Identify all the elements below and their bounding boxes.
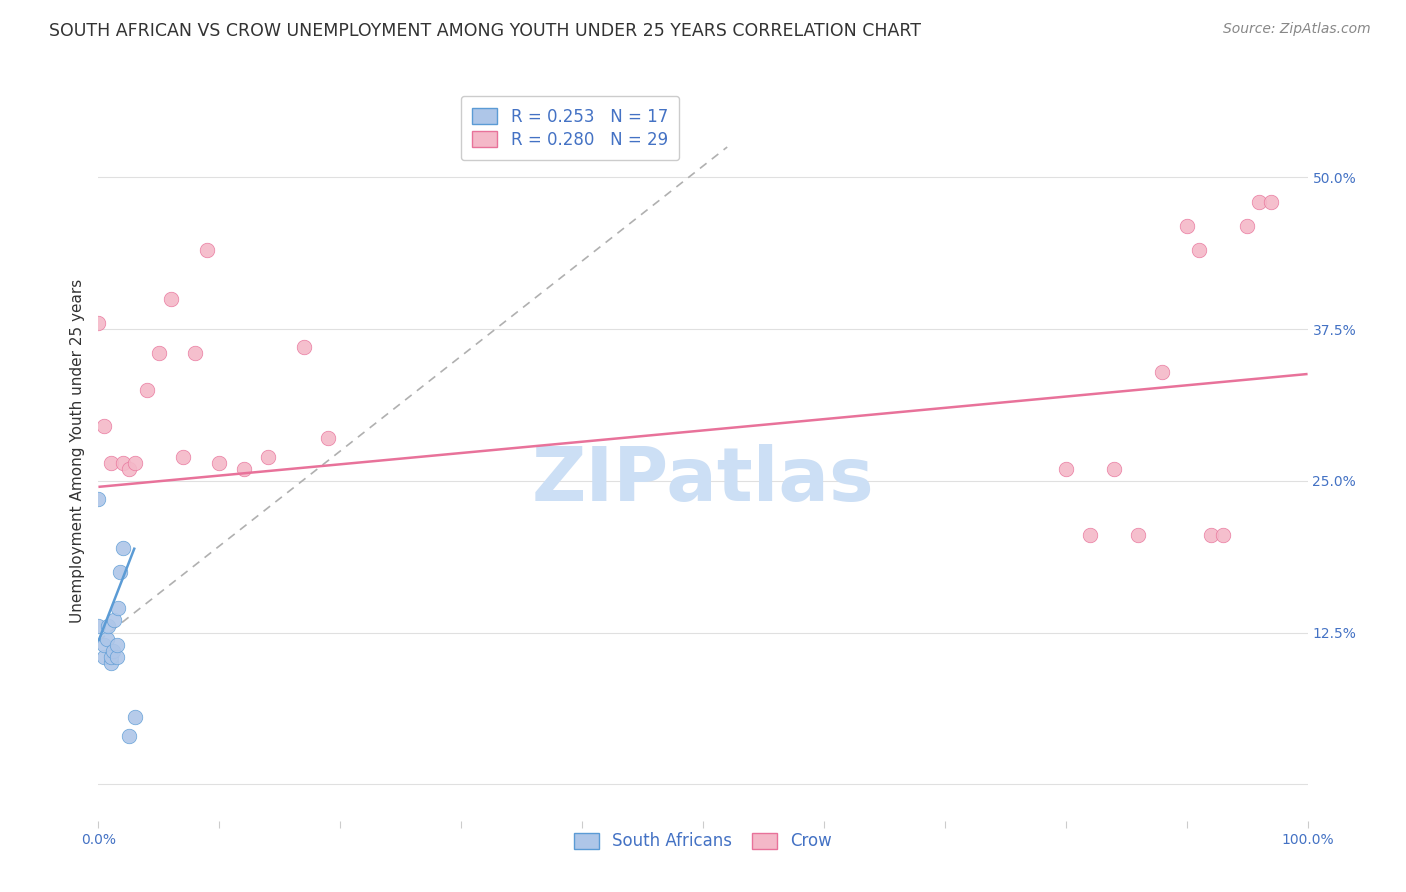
Y-axis label: Unemployment Among Youth under 25 years: Unemployment Among Youth under 25 years (70, 278, 86, 623)
Text: Source: ZipAtlas.com: Source: ZipAtlas.com (1223, 22, 1371, 37)
Text: ZIPatlas: ZIPatlas (531, 443, 875, 516)
Point (101, 644, 124, 658)
Point (195, 243, 218, 257)
Point (93, 649, 115, 664)
Point (93, 419, 115, 434)
Point (208, 456, 231, 470)
Point (100, 649, 122, 664)
Point (232, 461, 254, 475)
Point (256, 450, 278, 464)
Point (184, 346, 207, 360)
Point (1236, 219, 1258, 233)
Point (316, 431, 339, 445)
Point (107, 601, 129, 615)
Point (96, 632, 118, 646)
Point (1128, 528, 1150, 542)
Point (1249, 194, 1271, 209)
Point (93, 638, 115, 652)
Point (105, 638, 128, 652)
Point (108, 565, 131, 579)
Point (135, 383, 157, 397)
Point (1212, 528, 1234, 542)
Legend: South Africans, Crow: South Africans, Crow (564, 822, 842, 861)
Point (100, 656, 122, 670)
Point (148, 346, 170, 360)
Point (124, 456, 146, 470)
Point (111, 456, 134, 470)
Point (160, 292, 183, 306)
Point (1199, 528, 1222, 542)
Point (1260, 194, 1282, 209)
Point (97, 619, 120, 633)
Point (87, 491, 110, 506)
Point (100, 456, 122, 470)
Point (1188, 243, 1211, 257)
Point (292, 340, 315, 354)
Point (1152, 365, 1174, 379)
Point (105, 649, 128, 664)
Point (118, 729, 141, 743)
Point (1102, 461, 1125, 475)
Point (103, 613, 125, 627)
Point (1078, 528, 1101, 542)
Point (87, 316, 110, 330)
Point (172, 450, 194, 464)
Point (1054, 461, 1077, 475)
Point (111, 541, 134, 555)
Point (118, 461, 141, 475)
Point (124, 710, 146, 724)
Point (87, 619, 110, 633)
Point (1175, 219, 1198, 233)
Text: SOUTH AFRICAN VS CROW UNEMPLOYMENT AMONG YOUTH UNDER 25 YEARS CORRELATION CHART: SOUTH AFRICAN VS CROW UNEMPLOYMENT AMONG… (49, 22, 921, 40)
